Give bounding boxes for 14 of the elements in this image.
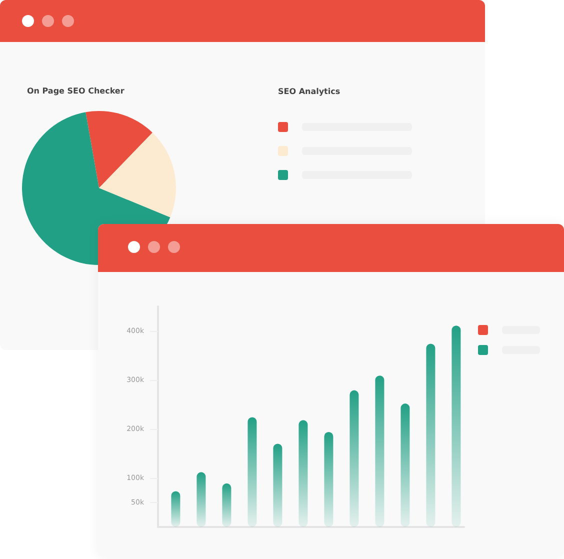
bar — [273, 444, 282, 527]
bar — [248, 417, 257, 527]
bar — [400, 404, 410, 527]
bar — [298, 420, 308, 527]
bar — [426, 344, 436, 527]
bar — [196, 472, 206, 527]
bar — [171, 491, 180, 527]
chart-title: On Page SEO Checker — [27, 86, 124, 96]
bar — [350, 390, 359, 527]
bar — [452, 326, 461, 527]
legend-title: SEO Analytics — [278, 87, 340, 96]
bar — [222, 483, 232, 527]
bar — [375, 376, 384, 527]
bar — [324, 432, 334, 527]
